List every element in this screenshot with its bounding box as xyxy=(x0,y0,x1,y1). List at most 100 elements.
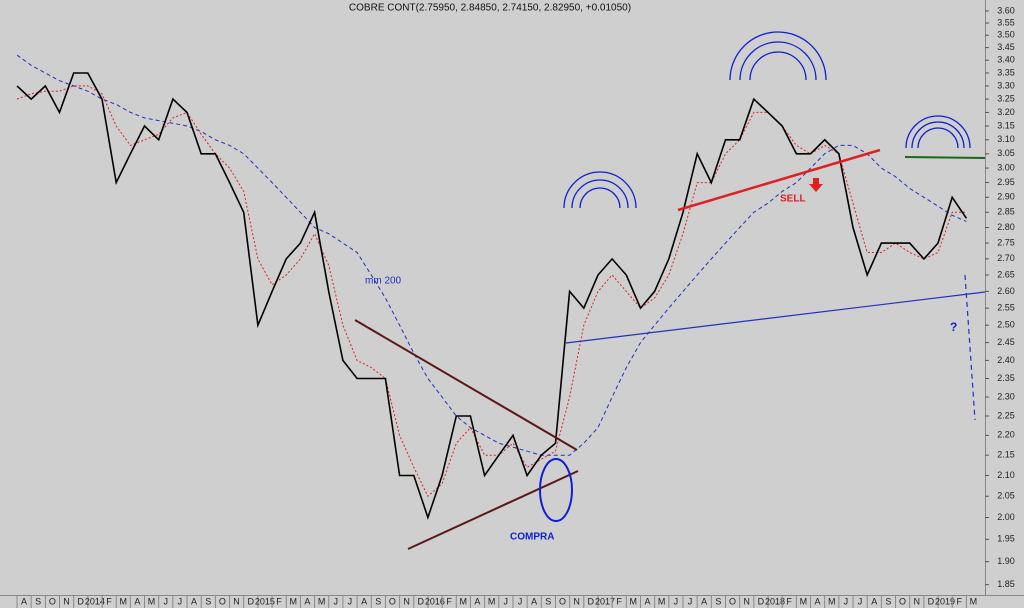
x-tick-label: A xyxy=(361,596,367,606)
x-tick-label: J xyxy=(333,596,338,606)
y-tick-label: 3.00 xyxy=(997,162,1015,172)
x-tick-label: S xyxy=(885,596,891,606)
annotation: COMPRA xyxy=(510,532,554,543)
y-tick-label: 2.25 xyxy=(997,410,1015,420)
sell-arrow xyxy=(809,178,823,192)
x-tick-label: 2017 xyxy=(595,596,615,606)
y-tick-label: 3.05 xyxy=(997,148,1015,158)
x-tick-label: J xyxy=(688,596,693,606)
y-tick-label: 2.00 xyxy=(997,512,1015,522)
buy-ellipse xyxy=(539,458,573,522)
x-tick-label: J xyxy=(518,596,523,606)
y-tick-label: 3.15 xyxy=(997,120,1015,130)
x-tick-label: S xyxy=(545,596,551,606)
x-tick-label: N xyxy=(233,596,240,606)
x-tick-label: O xyxy=(49,596,56,606)
trend-line xyxy=(407,470,579,550)
y-tick-label: 2.10 xyxy=(997,470,1015,480)
x-tick-label: N xyxy=(403,596,410,606)
x-tick-label: F xyxy=(616,596,622,606)
y-tick-label: 2.60 xyxy=(997,286,1015,296)
trend-line xyxy=(354,319,578,451)
x-tick-label: F xyxy=(446,596,452,606)
y-tick-label: 2.50 xyxy=(997,320,1015,330)
x-tick-label: J xyxy=(348,596,353,606)
x-tick-label: D xyxy=(77,596,84,606)
x-tick-label: M xyxy=(119,596,127,606)
x-tick-label: N xyxy=(63,596,70,606)
y-tick-label: 2.15 xyxy=(997,450,1015,460)
x-tick-label: S xyxy=(375,596,381,606)
x-tick-label: S xyxy=(715,596,721,606)
x-tick-label: O xyxy=(389,596,396,606)
y-tick-label: 1.90 xyxy=(997,556,1015,566)
x-tick-label: 2018 xyxy=(765,596,785,606)
x-tick-label: J xyxy=(844,596,849,606)
x-tick-label: A xyxy=(531,596,537,606)
y-tick-label: 3.50 xyxy=(997,30,1015,40)
chart-title: COBRE CONT(2.75950, 2.84850, 2.74150, 2.… xyxy=(349,3,631,14)
x-tick-label: 2019 xyxy=(935,596,955,606)
y-tick-label: 2.90 xyxy=(997,192,1015,202)
y-tick-label: 1.85 xyxy=(997,579,1015,589)
x-tick-label: M xyxy=(289,596,297,606)
x-tick-label: J xyxy=(674,596,679,606)
x-tick-label: M xyxy=(828,596,836,606)
x-tick-label: A xyxy=(21,596,27,606)
x-tick-label: N xyxy=(913,596,920,606)
x-tick-label: O xyxy=(559,596,566,606)
annotation: SELL xyxy=(780,194,806,205)
arcs xyxy=(563,31,971,209)
x-tick-label: J xyxy=(178,596,183,606)
x-tick-label: A xyxy=(304,596,310,606)
x-tick-label: O xyxy=(899,596,906,606)
y-tick-label: 3.10 xyxy=(997,134,1015,144)
x-tick-label: M xyxy=(658,596,666,606)
resistance-line xyxy=(904,156,986,159)
trend-line xyxy=(677,148,881,212)
y-tick-label: 2.55 xyxy=(997,303,1015,313)
y-tick-label: 3.35 xyxy=(997,67,1015,77)
x-tick-label: N xyxy=(573,596,580,606)
annotation: ? xyxy=(950,320,957,334)
x-tick-label: A xyxy=(191,596,197,606)
x-tick-label: J xyxy=(858,596,863,606)
x-tick-label: M xyxy=(460,596,468,606)
y-tick-label: 3.55 xyxy=(997,17,1015,27)
annotation: mm 200 xyxy=(365,276,402,287)
y-tick-label: 3.20 xyxy=(997,107,1015,117)
y-tick-label: 3.30 xyxy=(997,80,1015,90)
x-tick-label: 2016 xyxy=(425,596,445,606)
arc xyxy=(905,115,971,149)
x-tick-label: F xyxy=(956,596,962,606)
x-tick-label: F xyxy=(106,596,112,606)
series-line xyxy=(16,72,968,521)
y-tick-label: 2.30 xyxy=(997,391,1015,401)
x-tick-label: A xyxy=(474,596,480,606)
series-line xyxy=(16,85,967,498)
x-tick-label: S xyxy=(35,596,41,606)
x-tick-label: M xyxy=(630,596,638,606)
y-tick-label: 2.75 xyxy=(997,237,1015,247)
x-tick-label: 2015 xyxy=(255,596,275,606)
x-tick-label: D xyxy=(588,596,595,606)
x-tick-label: F xyxy=(786,596,792,606)
y-tick-label: 3.25 xyxy=(997,93,1015,103)
y-tick-label: 2.70 xyxy=(997,253,1015,263)
y-tick-label: 2.45 xyxy=(997,337,1015,347)
x-tick-label: J xyxy=(504,596,509,606)
x-tick-label: A xyxy=(644,596,650,606)
x-tick-label: D xyxy=(247,596,254,606)
x-tick-label: D xyxy=(928,596,935,606)
drawings xyxy=(354,31,986,550)
arc xyxy=(563,171,637,209)
x-tick-label: J xyxy=(163,596,168,606)
y-tick-label: 2.65 xyxy=(997,269,1015,279)
y-tick-label: 3.45 xyxy=(997,42,1015,52)
projection-line xyxy=(964,274,976,421)
y-tick-label: 2.95 xyxy=(997,177,1015,187)
x-tick-label: M xyxy=(970,596,978,606)
